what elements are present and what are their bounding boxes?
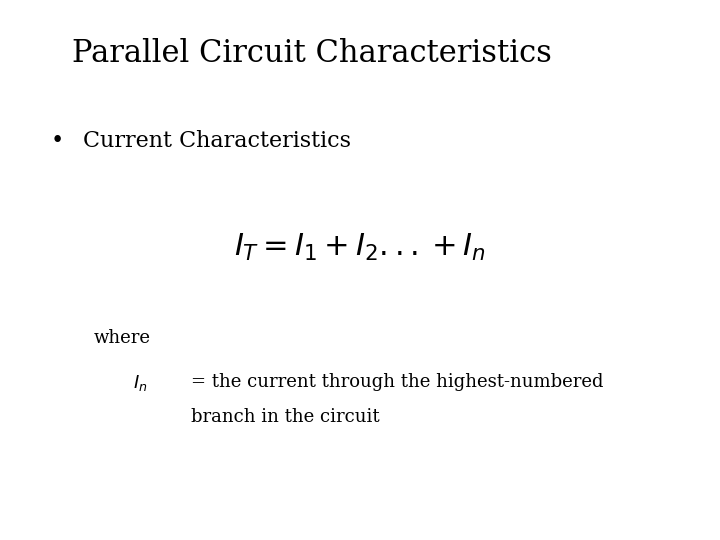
Text: •: •: [50, 130, 63, 152]
Text: $I_T = I_1 + I_2...+ I_n$: $I_T = I_1 + I_2...+ I_n$: [234, 232, 486, 264]
Text: Parallel Circuit Characteristics: Parallel Circuit Characteristics: [72, 38, 552, 69]
Text: = the current through the highest-numbered: = the current through the highest-number…: [191, 373, 603, 390]
Text: branch in the circuit: branch in the circuit: [191, 408, 379, 426]
Text: $I_n$: $I_n$: [133, 373, 148, 393]
Text: Current Characteristics: Current Characteristics: [83, 130, 351, 152]
Text: where: where: [94, 329, 150, 347]
